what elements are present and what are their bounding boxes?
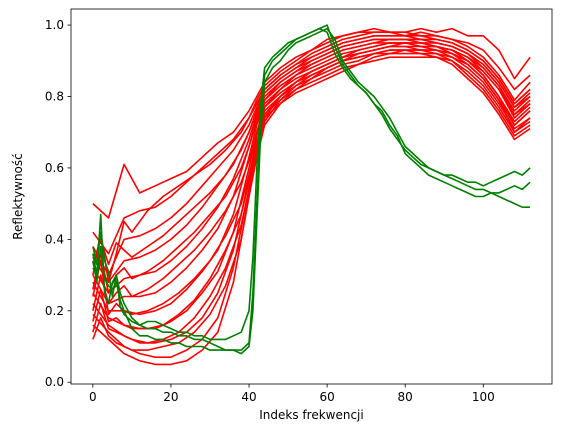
y-tick-label: 0.4 (45, 232, 64, 246)
series-line-19 (92, 49, 531, 351)
series-line-1 (92, 27, 531, 219)
y-tick-label: 0.8 (45, 90, 64, 104)
y-tick-label: 0.6 (45, 161, 64, 175)
x-tick-label: 80 (398, 390, 413, 404)
y-tick-label: 1.0 (45, 18, 64, 32)
series-line-20 (92, 27, 531, 355)
y-tick-label: 0.2 (45, 304, 64, 318)
series-line-18 (92, 38, 531, 294)
series-line-11 (92, 56, 531, 366)
x-axis-label: Indeks frekwencji (259, 408, 363, 422)
plot-frame (70, 8, 553, 385)
series-line-10 (92, 52, 531, 358)
x-tick-label: 20 (163, 390, 178, 404)
x-tick-label: 0 (89, 390, 97, 404)
y-tick-label: 0.0 (45, 375, 64, 389)
series-line-12 (92, 31, 531, 283)
x-tick-label: 40 (241, 390, 256, 404)
x-tick-label: 60 (319, 390, 334, 404)
series-line-15 (92, 45, 531, 344)
x-axis-ticks: 0 20 40 60 80 100 (89, 384, 495, 404)
series-line-17 (92, 42, 531, 330)
y-axis-ticks: 0.0 0.2 0.4 0.6 0.8 1.0 (45, 18, 71, 389)
x-tick-label: 100 (472, 390, 495, 404)
series-line-16 (92, 35, 531, 266)
series-line-21 (92, 27, 531, 341)
series-line-22 (92, 24, 531, 351)
plot-lines (92, 24, 531, 366)
y-axis-label: Reflektywność (11, 153, 25, 240)
